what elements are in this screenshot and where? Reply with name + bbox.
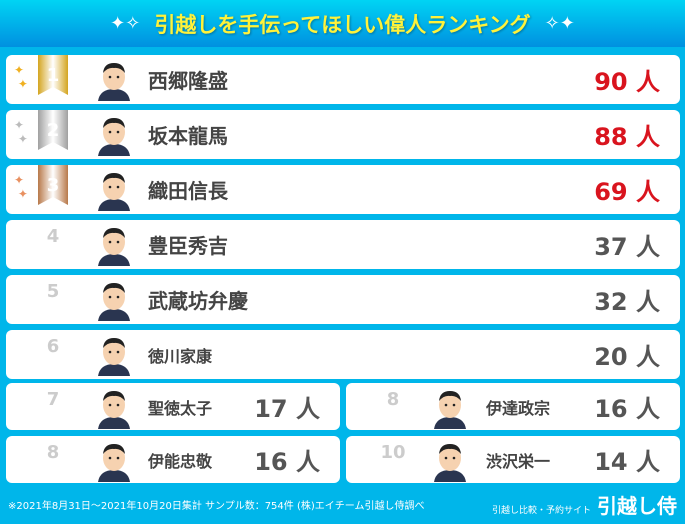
- portrait-icon: [98, 228, 130, 266]
- sparkle-icon: ✦ ✦: [14, 63, 28, 91]
- ranking-row: ✦ ✦ 2 坂本龍馬 88 人: [6, 110, 680, 159]
- brand-subtitle: 引越し比較・予約サイト: [491, 506, 591, 516]
- person-name: 聖徳太子: [148, 398, 213, 418]
- rank-number: 8: [46, 442, 60, 463]
- rank-number: 5: [46, 281, 60, 302]
- sparkle-icon: ✧✦: [544, 13, 575, 34]
- ranking-row: 7 聖徳太子 17 人: [6, 383, 340, 430]
- vote-count: 37 人: [594, 233, 660, 261]
- rank-number: 8: [386, 389, 400, 410]
- sparkle-icon: ✦ ✦: [14, 118, 28, 146]
- vote-count: 14 人: [594, 448, 660, 476]
- rank-number: 4: [46, 226, 60, 247]
- page-title: 引越しを手伝ってほしい偉人ランキング: [154, 12, 531, 37]
- footer-note: ※2021年8月31日〜2021年10月20日集計 サンプル数：754件 (株)…: [8, 501, 425, 512]
- person-name: 武蔵坊弁慶: [148, 289, 248, 313]
- ranking-row: ✦ ✦ 3 織田信長 69 人: [6, 165, 680, 214]
- ranking-row: 8 伊達政宗 16 人: [346, 383, 680, 430]
- brand-logo: 引越し侍: [597, 494, 677, 518]
- person-name: 徳川家康: [148, 346, 213, 366]
- vote-count: 17 人: [254, 395, 320, 423]
- portrait-icon: [98, 338, 130, 376]
- ranking-row: 4 豊臣秀吉 37 人: [6, 220, 680, 269]
- person-name: 伊達政宗: [486, 398, 551, 418]
- sparkle-icon: ✦✧: [110, 13, 141, 34]
- ranking-row: 5 武蔵坊弁慶 32 人: [6, 275, 680, 324]
- portrait-icon: [434, 444, 466, 482]
- rank-ribbon: 2: [38, 110, 68, 150]
- portrait-icon: [98, 173, 130, 211]
- rank-ribbon: 1: [38, 55, 68, 95]
- portrait-icon: [98, 118, 130, 156]
- vote-count: 88 人: [594, 123, 660, 151]
- person-name: 西郷隆盛: [148, 69, 228, 93]
- vote-count: 16 人: [594, 395, 660, 423]
- person-name: 豊臣秀吉: [148, 234, 228, 258]
- portrait-icon: [98, 444, 130, 482]
- person-name: 渋沢栄一: [486, 451, 551, 471]
- ranking-row: 10 渋沢栄一 14 人: [346, 436, 680, 483]
- header: ✦✧ 引越しを手伝ってほしい偉人ランキング ✧✦: [0, 0, 685, 47]
- person-name: 織田信長: [148, 179, 228, 203]
- vote-count: 32 人: [594, 288, 660, 316]
- rank-number: 7: [46, 389, 60, 410]
- portrait-icon: [434, 391, 466, 429]
- ranking-row: 6 徳川家康 20 人: [6, 330, 680, 379]
- portrait-icon: [98, 283, 130, 321]
- person-name: 坂本龍馬: [148, 124, 228, 148]
- rank-ribbon: 3: [38, 165, 68, 205]
- ranking-row: ✦ ✦ 1 西郷隆盛 90 人: [6, 55, 680, 104]
- rank-number: 10: [380, 442, 406, 463]
- brand: 引越し比較・予約サイト 引越し侍: [492, 490, 677, 519]
- vote-count: 69 人: [594, 178, 660, 206]
- person-name: 伊能忠敬: [148, 451, 213, 471]
- vote-count: 90 人: [594, 68, 660, 96]
- rank-number: 6: [46, 336, 60, 357]
- vote-count: 20 人: [594, 343, 660, 371]
- portrait-icon: [98, 63, 130, 101]
- ranking-row: 8 伊能忠敬 16 人: [6, 436, 340, 483]
- vote-count: 16 人: [254, 448, 320, 476]
- portrait-icon: [98, 391, 130, 429]
- sparkle-icon: ✦ ✦: [14, 173, 28, 201]
